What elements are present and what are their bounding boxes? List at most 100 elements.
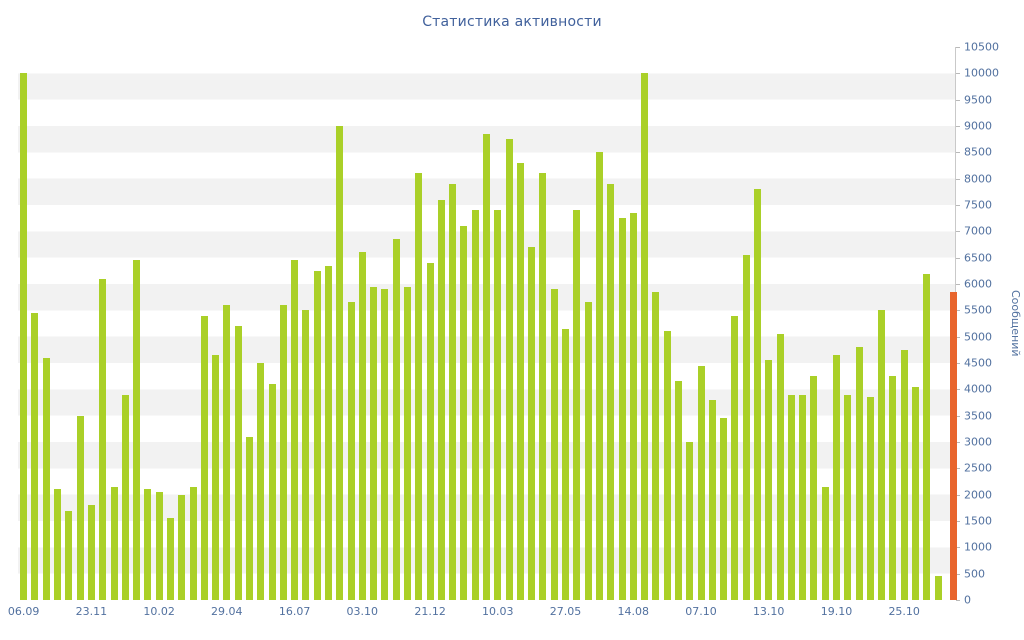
x-axis-tick-label: 10.03: [482, 605, 514, 618]
bar: [257, 363, 265, 600]
bar: [155, 492, 163, 600]
bar: [392, 239, 400, 600]
y-axis-tick: [956, 415, 960, 417]
bar: [460, 226, 468, 600]
bar: [234, 326, 242, 600]
bar: [641, 73, 648, 600]
bar: [121, 394, 129, 600]
x-axis-tick-label: 07.10: [685, 605, 717, 618]
bar: [449, 183, 457, 600]
bar: [776, 334, 784, 600]
bar: [302, 310, 310, 600]
bar: [742, 255, 750, 600]
x-axis-tick-label: 14.08: [617, 605, 650, 618]
bar: [528, 247, 536, 600]
bar: [178, 494, 186, 600]
y-axis-title: Сообщений: [1009, 47, 1022, 600]
bar: [573, 210, 581, 600]
y-axis-tick: [956, 336, 960, 338]
bar: [516, 162, 524, 600]
plot-area: [18, 47, 957, 600]
bar: [336, 126, 344, 600]
y-axis-tick: [956, 547, 960, 549]
bar: [821, 486, 829, 600]
bar: [844, 394, 852, 600]
y-axis-tick-label: 6500: [964, 251, 992, 265]
y-axis-tick-label: 9000: [964, 119, 992, 133]
y-axis-tick: [956, 494, 960, 496]
x-axis-tick-label: 16.07: [278, 605, 311, 618]
y-axis-tick-label: 2000: [964, 488, 992, 502]
y-axis-tick-label: 4500: [964, 356, 992, 370]
x-axis-tick-label: 21.12: [414, 605, 446, 618]
bar: [166, 518, 174, 600]
highlight-bar: [949, 291, 957, 600]
y-axis-tick-label: 10000: [964, 66, 999, 80]
bar: [889, 376, 897, 600]
bar: [900, 349, 908, 600]
y-axis-tick-label: 2500: [964, 461, 992, 475]
bar: [934, 576, 942, 600]
bar: [562, 328, 569, 600]
bar: [595, 152, 603, 600]
y-axis-tick: [956, 284, 960, 285]
y-axis-title-text: Сообщений: [1009, 290, 1022, 357]
bar: [584, 302, 592, 600]
bar: [404, 286, 411, 600]
bar: [313, 270, 321, 600]
bar: [471, 210, 479, 600]
bar: [268, 384, 276, 600]
bar: [291, 260, 299, 600]
y-axis-tick: [956, 99, 960, 101]
bar: [189, 486, 197, 600]
bar: [494, 210, 502, 600]
bar: [110, 486, 118, 600]
y-axis-tick-label: 6000: [964, 277, 992, 291]
bar: [833, 355, 840, 600]
bar: [629, 212, 637, 600]
bar: [787, 394, 795, 600]
bar: [325, 265, 332, 600]
bar: [923, 273, 931, 600]
y-axis-tick-label: 8000: [964, 172, 992, 186]
bar: [223, 305, 231, 600]
bar: [855, 347, 863, 600]
x-axis-tick-label: 29.04: [211, 605, 243, 618]
x-axis-tick-label: 25.10: [888, 605, 920, 618]
bar: [663, 331, 671, 600]
y-axis-tick: [956, 468, 960, 470]
bar: [212, 355, 220, 600]
x-axis-tick-label: 13.10: [752, 605, 785, 618]
y-axis-tick: [956, 152, 960, 154]
y-axis-tick-label: 0: [964, 593, 971, 607]
bar: [144, 489, 152, 600]
y-axis-tick-label: 9500: [964, 93, 992, 107]
y-axis-tick: [956, 389, 960, 391]
bar: [245, 436, 253, 600]
bar: [415, 173, 423, 600]
bar: [76, 415, 84, 600]
bar: [279, 305, 287, 600]
bar: [753, 189, 761, 600]
bar: [866, 397, 874, 600]
bar: [607, 183, 615, 600]
bar: [42, 357, 50, 600]
bar: [31, 313, 39, 600]
y-axis-tick-label: 3500: [964, 409, 992, 423]
x-axis-tick-label: 06.09: [7, 605, 40, 618]
y-axis-tick: [956, 521, 960, 522]
bar: [878, 310, 886, 600]
bar: [720, 418, 728, 600]
bar: [550, 289, 558, 600]
bar: [686, 442, 694, 600]
bar: [347, 302, 355, 600]
bar: [426, 262, 434, 600]
bar: [65, 510, 73, 600]
bar: [20, 73, 28, 600]
x-axis-tick-label: 10.02: [143, 605, 175, 618]
y-axis-tick: [956, 231, 960, 233]
x-axis-tick-label: 23.11: [75, 605, 108, 618]
y-axis-tick: [956, 442, 960, 443]
bar: [618, 218, 626, 600]
